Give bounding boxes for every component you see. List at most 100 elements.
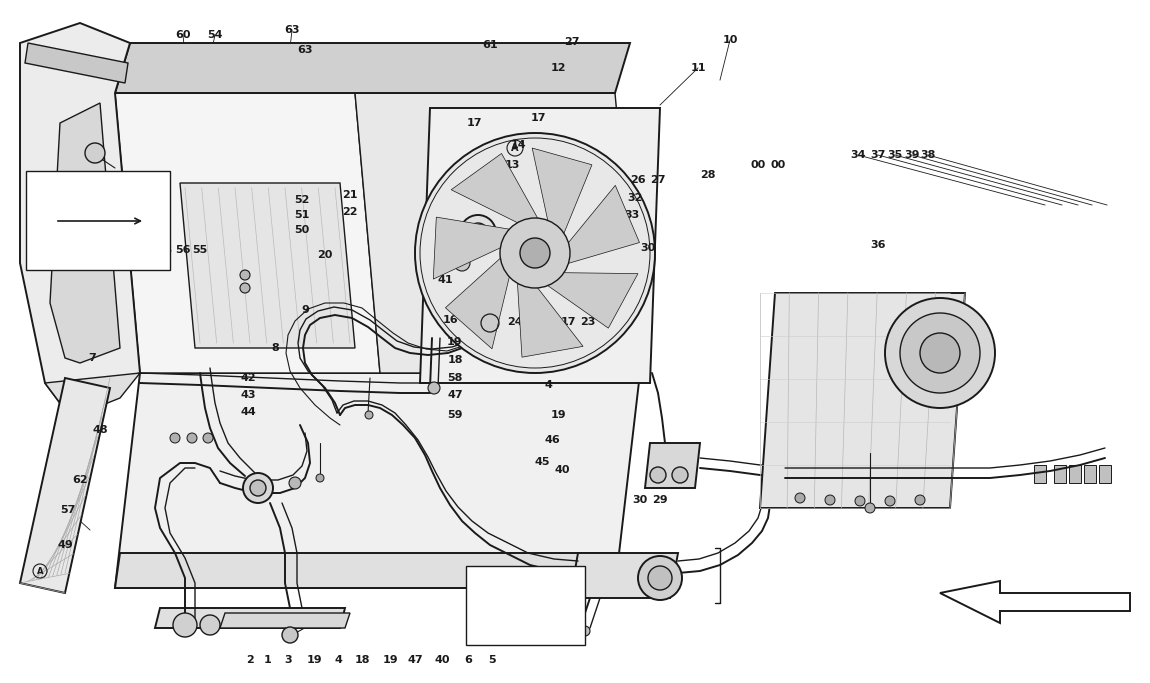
Circle shape: [672, 467, 688, 483]
Circle shape: [204, 433, 213, 443]
Polygon shape: [115, 553, 620, 588]
Text: A: A: [512, 143, 519, 153]
Text: 50: 50: [294, 225, 309, 235]
Text: 59: 59: [447, 410, 462, 420]
Bar: [1070, 465, 1081, 483]
Text: 22: 22: [343, 207, 358, 217]
Circle shape: [580, 626, 590, 636]
Text: 53: 53: [158, 245, 172, 255]
Text: 13: 13: [505, 160, 520, 170]
Polygon shape: [49, 103, 120, 363]
Circle shape: [650, 467, 666, 483]
Text: 56: 56: [175, 245, 191, 255]
Circle shape: [500, 218, 570, 288]
FancyBboxPatch shape: [26, 171, 170, 270]
Text: A: A: [39, 227, 45, 236]
Text: 63: 63: [297, 45, 313, 55]
Text: 6: 6: [465, 655, 471, 665]
Text: 47: 47: [447, 390, 462, 400]
Circle shape: [920, 333, 960, 373]
Text: 32: 32: [627, 193, 643, 203]
Text: 48: 48: [92, 425, 108, 435]
Circle shape: [460, 215, 496, 251]
Circle shape: [520, 238, 550, 268]
Text: 20: 20: [317, 250, 332, 260]
Bar: [1034, 465, 1047, 483]
Text: 38: 38: [920, 150, 936, 160]
Bar: [1055, 465, 1066, 483]
Text: 19: 19: [382, 655, 398, 665]
Circle shape: [85, 143, 105, 163]
Circle shape: [316, 474, 324, 482]
Text: 34: 34: [850, 150, 866, 160]
Text: 57: 57: [58, 175, 72, 185]
Text: 58: 58: [447, 373, 462, 383]
Text: 12: 12: [550, 63, 566, 73]
Circle shape: [250, 480, 266, 496]
Circle shape: [170, 433, 181, 443]
Text: 00: 00: [770, 160, 785, 170]
Polygon shape: [570, 553, 678, 598]
Text: 44: 44: [240, 407, 255, 417]
Text: 62: 62: [72, 475, 87, 485]
Text: 4: 4: [544, 380, 552, 390]
Text: 4: 4: [334, 655, 342, 665]
Polygon shape: [568, 185, 639, 264]
Text: 30: 30: [632, 495, 647, 505]
Polygon shape: [115, 93, 380, 373]
Circle shape: [187, 433, 197, 443]
Text: 23: 23: [581, 317, 596, 327]
Polygon shape: [940, 581, 1130, 623]
Circle shape: [468, 223, 488, 243]
Text: 18: 18: [447, 355, 462, 365]
Text: 17: 17: [466, 118, 482, 128]
Polygon shape: [355, 93, 641, 373]
Text: 19: 19: [307, 655, 323, 665]
Text: A: A: [37, 566, 44, 576]
Text: 47: 47: [407, 655, 423, 665]
Text: 57: 57: [60, 505, 76, 515]
Text: 55: 55: [192, 245, 208, 255]
Text: 3: 3: [284, 655, 292, 665]
Text: A: A: [486, 318, 493, 328]
Polygon shape: [451, 154, 538, 223]
Polygon shape: [181, 183, 355, 348]
Text: 54: 54: [207, 30, 223, 40]
Circle shape: [795, 493, 805, 503]
Text: 52: 52: [294, 195, 309, 205]
Circle shape: [915, 495, 925, 505]
Text: 24: 24: [507, 317, 523, 327]
Text: 43: 43: [240, 390, 255, 400]
Text: 25: 25: [528, 317, 543, 327]
Circle shape: [240, 283, 250, 293]
Circle shape: [243, 473, 273, 503]
Circle shape: [886, 298, 995, 408]
Text: 2: 2: [246, 655, 254, 665]
Text: 10: 10: [722, 35, 737, 45]
Text: 19: 19: [550, 410, 566, 420]
Text: 40: 40: [554, 465, 569, 475]
Text: 46: 46: [544, 435, 560, 445]
Text: 17: 17: [560, 317, 576, 327]
Circle shape: [865, 503, 875, 513]
Polygon shape: [532, 148, 592, 234]
Text: 8: 8: [271, 343, 279, 353]
Polygon shape: [25, 43, 128, 83]
Text: 21: 21: [343, 190, 358, 200]
Polygon shape: [220, 613, 350, 628]
FancyBboxPatch shape: [466, 566, 585, 645]
Text: 61: 61: [482, 40, 498, 50]
Text: 14: 14: [511, 140, 526, 150]
Circle shape: [200, 615, 220, 635]
Circle shape: [454, 255, 470, 271]
Text: 45: 45: [535, 457, 550, 467]
Circle shape: [647, 566, 672, 590]
Text: 27: 27: [650, 175, 666, 185]
Text: 11: 11: [690, 63, 706, 73]
Text: 30: 30: [641, 243, 656, 253]
Text: 41: 41: [437, 275, 453, 285]
Polygon shape: [155, 608, 345, 628]
Polygon shape: [760, 293, 965, 508]
Text: 9: 9: [301, 305, 309, 315]
Polygon shape: [20, 378, 110, 593]
